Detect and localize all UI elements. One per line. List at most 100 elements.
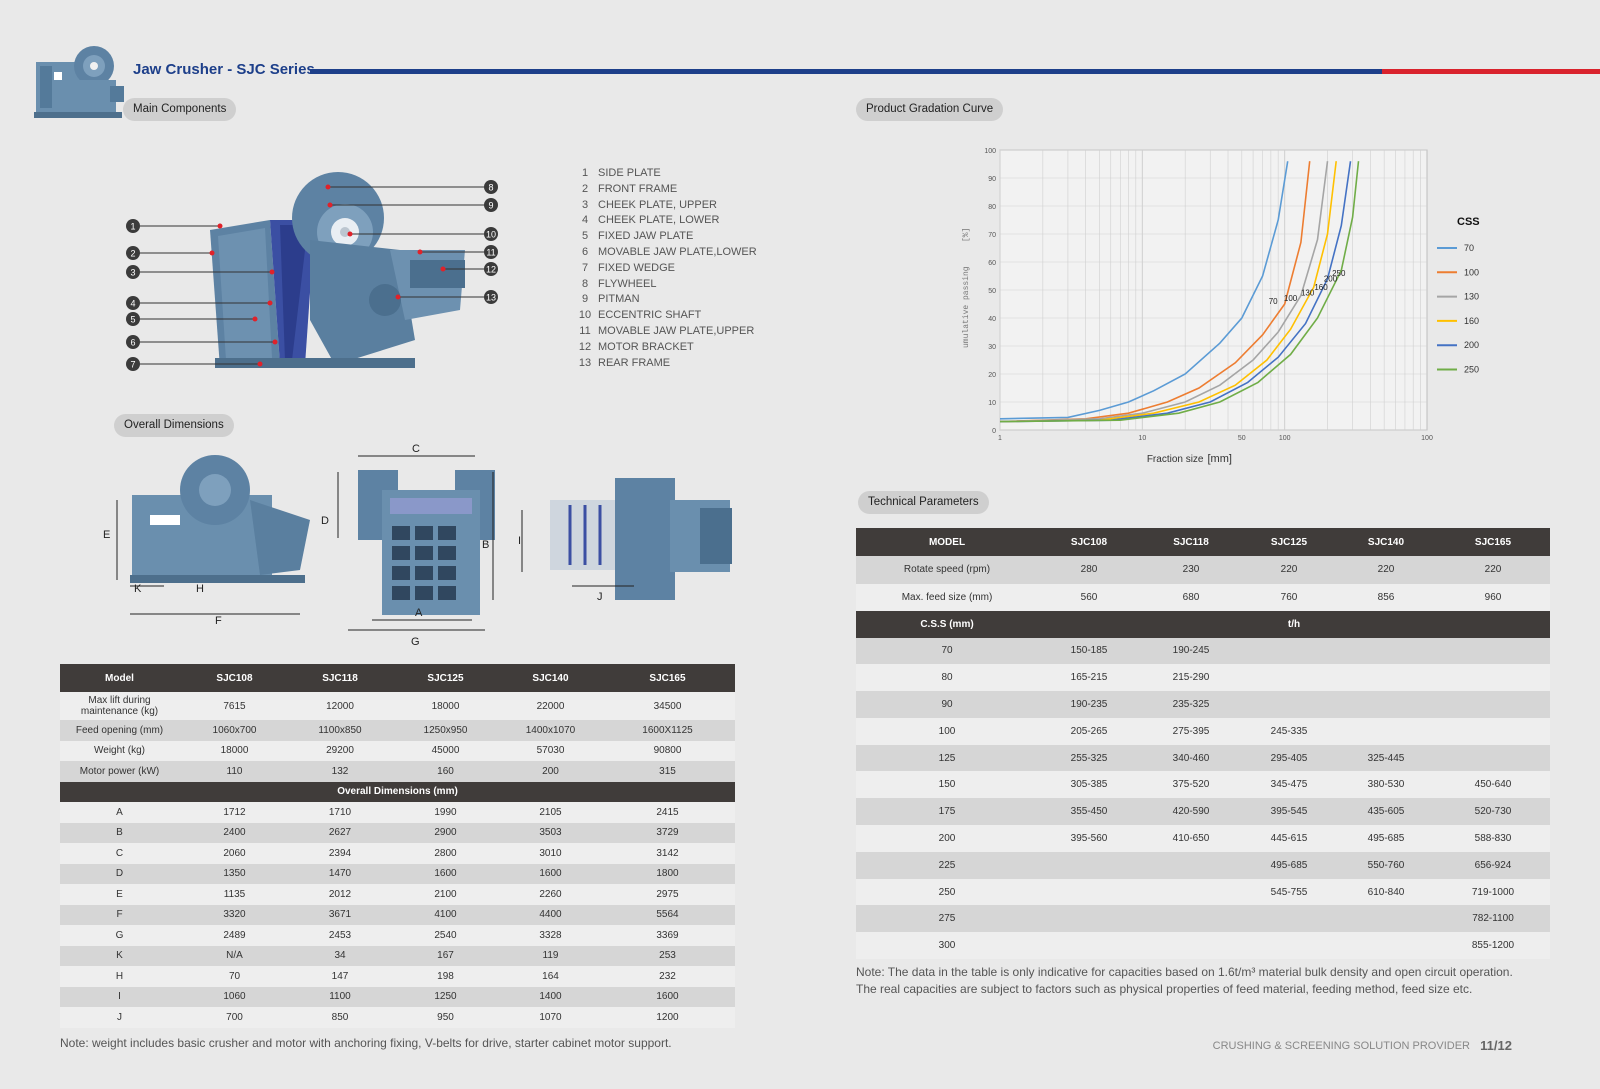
section-pill-technical-parameters: Technical Parameters [858,491,989,514]
table-row: G 2489 2453 2540 3328 3369 [60,925,735,946]
component-item: 11 MOVABLE JAW PLATE,UPPER [572,325,757,341]
component-label: FIXED JAW PLATE [598,230,694,243]
table-cell: 253 [600,945,735,966]
component-item: 7 FIXED WEDGE [572,262,757,278]
y-axis-label: umulative passing [962,266,971,348]
footer-page-number: 11/12 [1480,1038,1512,1053]
table-cell: 3729 [600,822,735,843]
table-cell: 57030 [501,740,600,761]
component-item: 8 FLYWHEEL [572,278,757,294]
table-cell: 2415 [600,802,735,823]
x-tick-label: 50 [1238,435,1246,442]
table-row: 300 855-1200 [856,932,1550,960]
y-tick-label: 40 [988,316,996,323]
x-tick-label: 1 [998,435,1002,442]
table-cell: 588-830 [1436,825,1550,852]
column-header: SJC118 [290,664,390,692]
table-row: A 1712 1710 1990 2105 2415 [60,802,735,823]
callout-1: 1 [126,219,223,233]
dim-label-A: A [415,607,423,619]
callout-number: 9 [488,201,493,211]
component-number: 13 [578,356,592,369]
table-cell: 2975 [600,884,735,905]
table-cell: 445-615 [1242,825,1336,852]
technical-parameters-table: MODEL SJC108 SJC118 SJC125 SJC140 SJC165 Rota… [856,528,1550,960]
y-tick-label: 10 [988,400,996,407]
row-label: 80 [856,664,1038,692]
y-tick-label: 0 [992,428,996,435]
row-label: 225 [856,851,1038,879]
table-cell: 760 [1242,583,1336,611]
table-cell: 1470 [290,863,390,884]
table-cell: 1135 [179,884,290,905]
table-cell [1436,664,1550,692]
row-label: F [60,904,179,925]
table-cell: 220 [1336,556,1436,584]
x-tick-label: 10 [1138,435,1146,442]
component-number: 3 [581,198,589,211]
table-cell: 4400 [501,904,600,925]
legend-label: 100 [1464,267,1479,277]
dimensions-table-body: Max lift during maintenance (kg) 7615 1200… [60,692,735,1028]
table-row: 250 545-755 610-840 719-1000 [856,878,1550,906]
legend-label: 130 [1464,292,1479,302]
table-cell [1038,851,1140,879]
table-row: 80 165-215 215-290 [856,664,1550,692]
table-cell: 280 [1038,556,1140,584]
component-number: 9 [581,293,589,306]
page-title: Jaw Crusher - SJC Series [133,61,315,78]
dim-label-E: E [103,529,110,541]
component-number: 5 [581,230,589,243]
table-section-row: C.S.S (mm) t/h [856,611,1550,638]
table-section-row: Overall Dimensions (mm) [60,781,735,802]
dim-label-B: B [482,539,489,551]
dim-label-C: C [412,443,420,455]
section-label: t/h [1038,611,1550,638]
table-cell [1336,932,1436,960]
table-cell: 545-755 [1242,878,1336,906]
table-cell [1436,744,1550,772]
y-tick-label: 50 [988,288,996,295]
table-cell: 1400x1070 [501,720,600,741]
table-cell: 395-545 [1242,798,1336,826]
table-cell: 7615 [179,692,290,720]
table-cell [1436,691,1550,718]
table-row: E 1135 2012 2100 2260 2975 [60,884,735,905]
callout-7: 7 [126,357,263,371]
table-cell: 2100 [390,884,501,905]
row-label: Rotate speed (rpm) [856,556,1038,584]
table-cell: 70 [179,966,290,987]
table-cell: 782-1100 [1436,905,1550,933]
row-label: J [60,1007,179,1028]
side-view-drawing [116,455,310,615]
component-label: PITMAN [598,293,640,306]
header-rule-blue [310,69,1382,74]
table-cell: 18000 [390,692,501,720]
table-cell: 1070 [501,1007,600,1028]
table-cell: 1712 [179,802,290,823]
table-cell: 1990 [390,802,501,823]
table-cell [1242,637,1336,665]
callout-5: 5 [126,312,258,326]
table-cell [1336,691,1436,718]
row-label: 300 [856,932,1038,960]
table-cell: 380-530 [1336,771,1436,799]
column-header: SJC165 [1436,528,1550,556]
callout-9: 9 [327,198,498,212]
technical-note-line1: Note: The data in the table is only indi… [856,965,1513,979]
table-cell: 245-335 [1242,717,1336,745]
callout-number: 4 [130,299,135,309]
series-line-200 [999,161,1352,423]
callout-8: 8 [325,180,498,194]
jaw-crusher-illustration [210,172,465,368]
curve-annotation: 100 [1284,294,1298,303]
table-cell: 495-685 [1242,851,1336,879]
table-cell [1242,664,1336,692]
table-cell: 190-245 [1140,637,1242,665]
component-number: 8 [581,277,589,290]
callout-4: 4 [126,296,273,310]
table-cell: 700 [179,1007,290,1028]
component-number: 7 [581,261,589,274]
table-cell: 950 [390,1007,501,1028]
table-cell: 1710 [290,802,390,823]
